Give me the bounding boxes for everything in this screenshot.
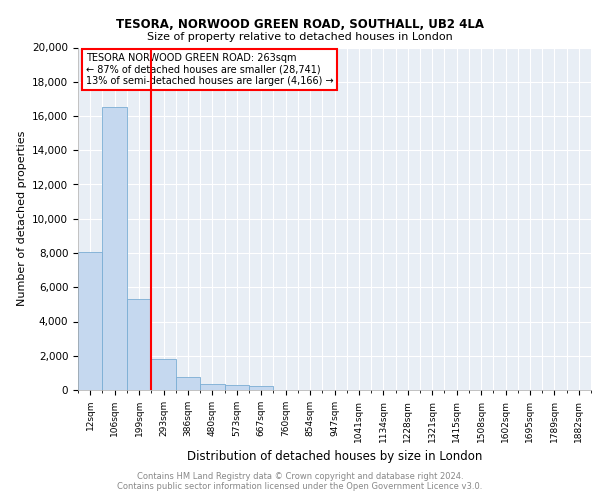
Bar xyxy=(103,108,127,390)
Y-axis label: Number of detached properties: Number of detached properties xyxy=(17,131,26,306)
Bar xyxy=(224,386,249,390)
Text: Contains HM Land Registry data © Crown copyright and database right 2024.: Contains HM Land Registry data © Crown c… xyxy=(137,472,463,481)
Bar xyxy=(127,299,151,390)
Bar xyxy=(249,386,274,390)
Text: TESORA, NORWOOD GREEN ROAD, SOUTHALL, UB2 4LA: TESORA, NORWOOD GREEN ROAD, SOUTHALL, UB… xyxy=(116,18,484,30)
Bar xyxy=(151,359,176,390)
Bar xyxy=(200,384,224,390)
Bar xyxy=(176,377,200,390)
X-axis label: Distribution of detached houses by size in London: Distribution of detached houses by size … xyxy=(187,450,482,463)
Text: TESORA NORWOOD GREEN ROAD: 263sqm
← 87% of detached houses are smaller (28,741)
: TESORA NORWOOD GREEN ROAD: 263sqm ← 87% … xyxy=(86,52,334,86)
Bar xyxy=(78,252,103,390)
Text: Contains public sector information licensed under the Open Government Licence v3: Contains public sector information licen… xyxy=(118,482,482,491)
Text: Size of property relative to detached houses in London: Size of property relative to detached ho… xyxy=(147,32,453,42)
